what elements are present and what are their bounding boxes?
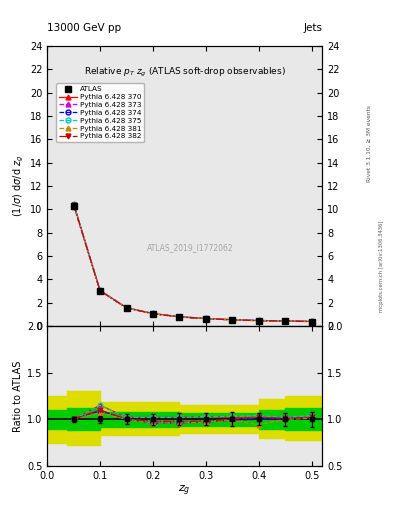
Pythia 6.428 382 [309, 318, 314, 325]
Pythia 6.428 381 [177, 314, 182, 320]
Pythia 6.428 382 [283, 318, 288, 324]
Text: ATLAS_2019_I1772062: ATLAS_2019_I1772062 [147, 243, 233, 252]
Pythia 6.428 375 [309, 318, 314, 325]
Pythia 6.428 370 [309, 318, 314, 325]
Line: Pythia 6.428 374: Pythia 6.428 374 [71, 202, 314, 324]
Pythia 6.428 373 [230, 317, 235, 323]
Pythia 6.428 375 [256, 317, 261, 324]
Pythia 6.428 373 [151, 311, 155, 317]
Pythia 6.428 381 [98, 288, 103, 294]
Y-axis label: Ratio to ATLAS: Ratio to ATLAS [13, 360, 23, 432]
Pythia 6.428 374 [204, 316, 208, 322]
Pythia 6.428 370 [177, 313, 182, 319]
Pythia 6.428 374 [256, 317, 261, 324]
Pythia 6.428 381 [151, 311, 155, 317]
Pythia 6.428 374 [177, 314, 182, 320]
Pythia 6.428 382 [204, 315, 208, 322]
Pythia 6.428 381 [124, 305, 129, 311]
Pythia 6.428 375 [204, 315, 208, 322]
Pythia 6.428 370 [204, 315, 208, 322]
Pythia 6.428 373 [204, 315, 208, 322]
Text: Jets: Jets [303, 23, 322, 33]
Pythia 6.428 373 [124, 305, 129, 311]
Pythia 6.428 370 [256, 317, 261, 324]
Pythia 6.428 370 [230, 316, 235, 323]
Line: Pythia 6.428 373: Pythia 6.428 373 [71, 202, 314, 324]
Pythia 6.428 374 [230, 317, 235, 323]
Text: Relative $p_T$ $z_g$ (ATLAS soft-drop observables): Relative $p_T$ $z_g$ (ATLAS soft-drop ob… [84, 66, 286, 79]
Pythia 6.428 375 [71, 201, 76, 207]
Pythia 6.428 374 [124, 305, 129, 311]
Pythia 6.428 374 [151, 311, 155, 317]
Y-axis label: $(1/\sigma)$ d$\sigma$/d $z_g$: $(1/\sigma)$ d$\sigma$/d $z_g$ [11, 155, 26, 217]
Pythia 6.428 382 [71, 202, 76, 208]
Pythia 6.428 373 [309, 318, 314, 325]
Pythia 6.428 375 [151, 310, 155, 316]
X-axis label: $z_g$: $z_g$ [178, 483, 191, 498]
Pythia 6.428 382 [177, 314, 182, 320]
Pythia 6.428 374 [283, 318, 288, 324]
Pythia 6.428 374 [309, 318, 314, 325]
Line: Pythia 6.428 382: Pythia 6.428 382 [71, 202, 314, 324]
Pythia 6.428 373 [177, 314, 182, 320]
Pythia 6.428 373 [71, 202, 76, 208]
Pythia 6.428 374 [98, 288, 103, 294]
Pythia 6.428 373 [256, 317, 261, 324]
Pythia 6.428 370 [283, 318, 288, 324]
Pythia 6.428 370 [71, 201, 76, 207]
Pythia 6.428 381 [204, 316, 208, 322]
Pythia 6.428 375 [98, 287, 103, 293]
Line: Pythia 6.428 370: Pythia 6.428 370 [71, 201, 314, 324]
Pythia 6.428 370 [98, 287, 103, 293]
Text: Rivet 3.1.10, ≥ 3M events: Rivet 3.1.10, ≥ 3M events [367, 105, 372, 182]
Pythia 6.428 381 [256, 318, 261, 324]
Legend: ATLAS, Pythia 6.428 370, Pythia 6.428 373, Pythia 6.428 374, Pythia 6.428 375, P: ATLAS, Pythia 6.428 370, Pythia 6.428 37… [56, 83, 145, 142]
Text: mcplots.cern.ch [arXiv:1306.3436]: mcplots.cern.ch [arXiv:1306.3436] [379, 221, 384, 312]
Pythia 6.428 382 [98, 288, 103, 294]
Pythia 6.428 375 [177, 313, 182, 319]
Pythia 6.428 382 [124, 305, 129, 311]
Pythia 6.428 381 [71, 202, 76, 208]
Pythia 6.428 370 [151, 310, 155, 316]
Pythia 6.428 382 [256, 317, 261, 324]
Pythia 6.428 381 [309, 318, 314, 325]
Text: 13000 GeV pp: 13000 GeV pp [47, 23, 121, 33]
Pythia 6.428 375 [124, 305, 129, 311]
Pythia 6.428 370 [124, 305, 129, 311]
Pythia 6.428 382 [151, 311, 155, 317]
Pythia 6.428 382 [230, 317, 235, 323]
Pythia 6.428 381 [283, 318, 288, 324]
Pythia 6.428 381 [230, 317, 235, 323]
Pythia 6.428 373 [98, 288, 103, 294]
Pythia 6.428 375 [230, 316, 235, 323]
Line: Pythia 6.428 381: Pythia 6.428 381 [71, 202, 314, 324]
Pythia 6.428 375 [283, 318, 288, 324]
Line: Pythia 6.428 375: Pythia 6.428 375 [71, 201, 314, 324]
Pythia 6.428 373 [283, 318, 288, 324]
Pythia 6.428 374 [71, 202, 76, 208]
